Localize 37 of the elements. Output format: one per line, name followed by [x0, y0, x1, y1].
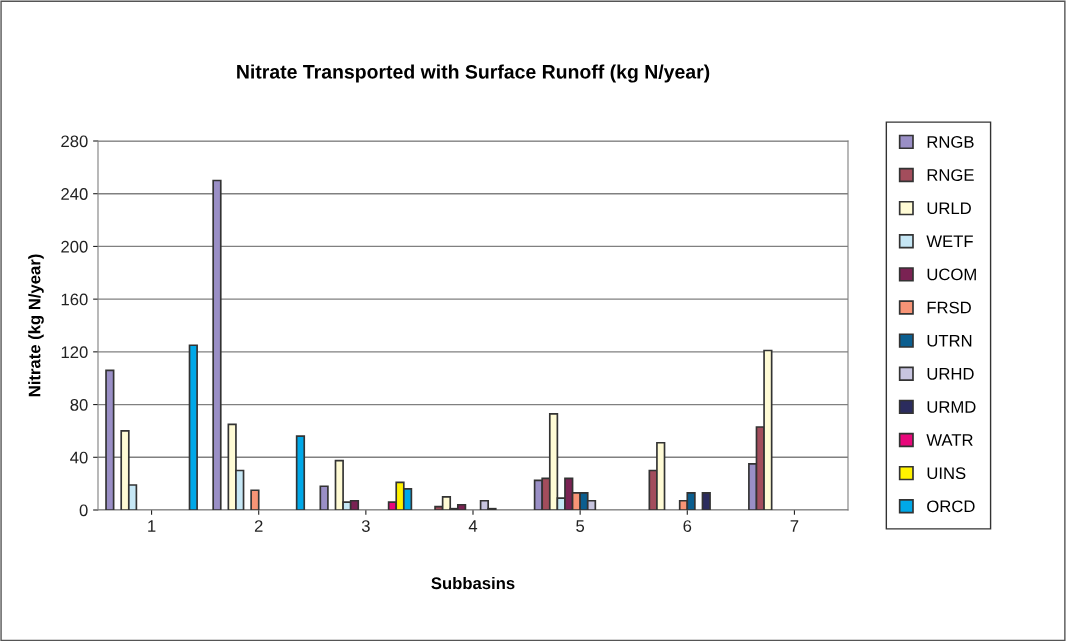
bar [212, 179, 222, 510]
y-axis-title: Nitrate (kg N/year) [28, 254, 44, 397]
x-tick-label: 3 [361, 520, 370, 532]
bar [295, 435, 306, 510]
y-tick-label: 0 [79, 504, 88, 517]
legend-label: RNGB [927, 136, 974, 148]
x-tick-label: 5 [576, 520, 585, 532]
y-tick-label: 160 [61, 293, 88, 306]
legend-label: WETF [926, 235, 973, 248]
x-tick-label: 2 [254, 520, 263, 532]
y-tick-label: 40 [70, 451, 88, 464]
y-tick-label: 280 [61, 135, 88, 148]
y-tick-label: 240 [61, 188, 88, 200]
bar [105, 369, 115, 510]
legend-label: URMD [927, 401, 976, 413]
x-tick-label: 6 [683, 520, 692, 532]
legend-label: UCOM [927, 268, 976, 281]
legend-label: UTRN [927, 334, 972, 347]
legend-label: RNGE [927, 169, 974, 181]
legend-label: ORCD [927, 500, 975, 513]
x-tick-label: 4 [468, 520, 478, 532]
y-tick-label: 200 [61, 240, 88, 253]
bar [250, 489, 260, 510]
bar [701, 492, 711, 510]
x-axis-title: Subbasins [431, 576, 515, 590]
legend-label: UINS [927, 467, 966, 480]
x-tick-label: 1 [148, 520, 156, 532]
y-tick-label: 120 [61, 346, 88, 359]
y-tick-label: 80 [70, 398, 88, 411]
legend-label: WATR [926, 434, 973, 446]
bar [319, 485, 329, 510]
bar [188, 344, 198, 510]
chart-title: Nitrate Transported with Surface Runoff (kg N/year) [237, 64, 710, 83]
legend-label: URLD [927, 202, 971, 215]
x-tick-label: 7 [790, 520, 799, 532]
legend-label: URHD [927, 368, 974, 380]
legend-label: FRSD [927, 301, 971, 314]
